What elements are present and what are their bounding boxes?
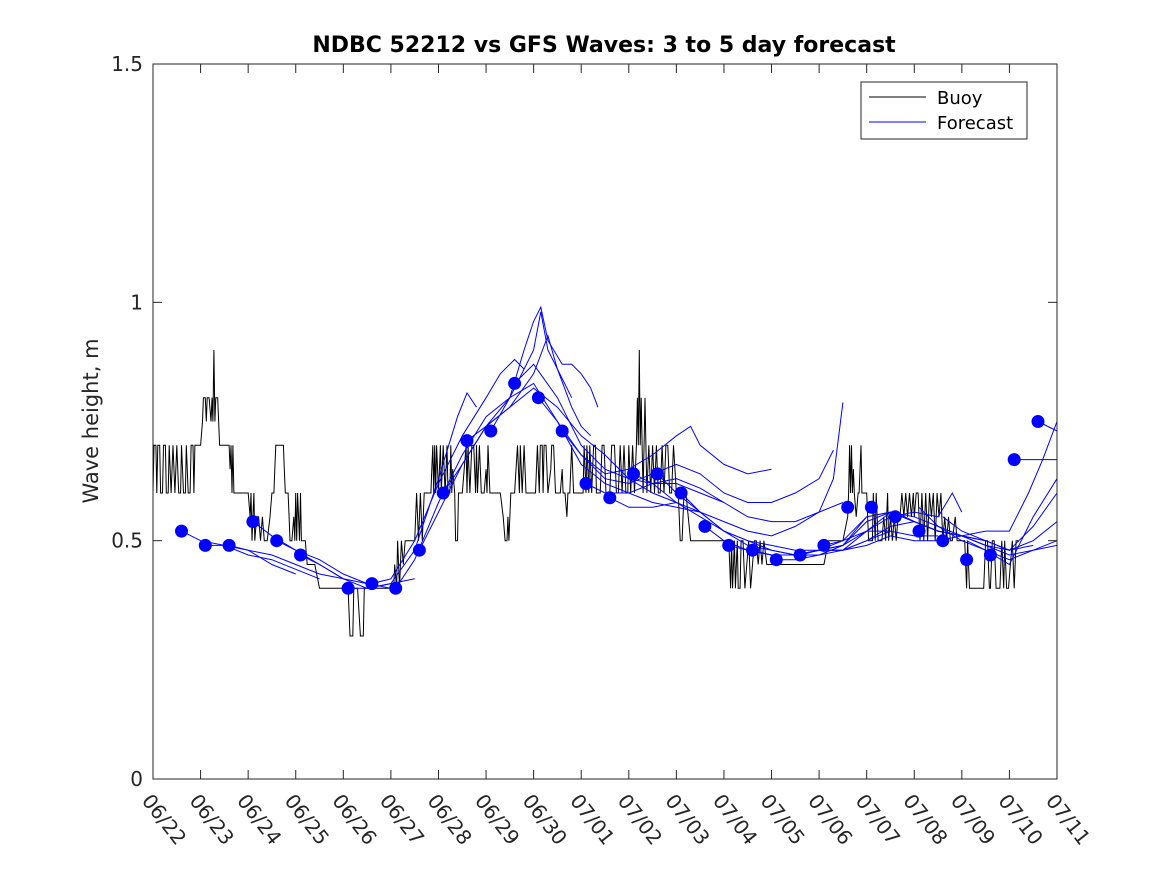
forecast-line bbox=[633, 473, 891, 551]
forecast-marker bbox=[222, 538, 236, 552]
forecast-line bbox=[418, 311, 573, 551]
y-tick-label: 1 bbox=[130, 290, 143, 314]
forecast-marker bbox=[555, 424, 569, 438]
forecast-marker bbox=[198, 538, 212, 552]
forecast-marker bbox=[389, 581, 403, 595]
forecast-marker bbox=[983, 548, 997, 562]
y-axis: 0 0.5 1 1.5 bbox=[111, 52, 1057, 791]
axes-box bbox=[152, 63, 1058, 780]
forecast-marker bbox=[674, 486, 688, 500]
y-axis-label: Wave height, m bbox=[79, 338, 103, 503]
forecast-line bbox=[561, 430, 834, 503]
forecast-marker bbox=[888, 510, 902, 524]
forecast-marker bbox=[603, 491, 617, 505]
forecast-marker bbox=[531, 391, 545, 405]
forecast-marker bbox=[698, 519, 712, 533]
forecast-marker bbox=[270, 534, 284, 548]
forecast-line bbox=[205, 544, 320, 580]
legend-buoy-label: Buoy bbox=[937, 88, 983, 109]
forecast-line bbox=[894, 511, 1058, 556]
forecast-marker bbox=[627, 467, 640, 481]
forecast-marker bbox=[1007, 453, 1021, 467]
forecast-line bbox=[371, 358, 525, 585]
forecast-line bbox=[609, 497, 844, 537]
legend-forecast-label: Forecast bbox=[937, 113, 1013, 134]
forecast-line bbox=[252, 521, 368, 585]
forecast-marker bbox=[175, 524, 188, 538]
forecast-marker bbox=[722, 538, 736, 552]
forecast-marker bbox=[912, 524, 926, 538]
forecast-marker bbox=[936, 534, 950, 548]
forecast-marker bbox=[341, 581, 355, 595]
forecast-line bbox=[680, 492, 939, 556]
forecast-marker bbox=[412, 543, 426, 557]
forecast-marker bbox=[460, 434, 474, 448]
legend: Buoy Forecast bbox=[860, 81, 1028, 140]
y-tick-label: 1.5 bbox=[111, 52, 143, 76]
forecast-series bbox=[181, 305, 1058, 589]
forecast-markers bbox=[175, 376, 1045, 595]
forecast-marker bbox=[746, 543, 759, 557]
y-tick-label: 0.5 bbox=[111, 529, 143, 553]
forecast-marker bbox=[484, 424, 498, 438]
forecast-marker bbox=[1031, 415, 1045, 428]
forecast-line bbox=[442, 334, 592, 494]
forecast-line bbox=[395, 305, 599, 589]
legend-box bbox=[860, 81, 1028, 140]
forecast-marker bbox=[365, 577, 379, 591]
forecast-marker bbox=[508, 376, 522, 390]
forecast-marker bbox=[579, 477, 593, 490]
forecast-marker bbox=[793, 548, 807, 562]
forecast-marker bbox=[650, 467, 664, 481]
plot-area bbox=[152, 305, 1058, 637]
forecast-marker bbox=[817, 538, 831, 552]
forecast-line bbox=[514, 363, 725, 503]
forecast-marker bbox=[436, 486, 450, 500]
forecast-marker bbox=[864, 500, 878, 514]
forecast-line bbox=[228, 544, 344, 580]
forecast-line bbox=[181, 530, 296, 575]
forecast-marker bbox=[960, 553, 974, 567]
forecast-marker bbox=[841, 500, 855, 514]
chart-title: NDBC 52212 vs GFS Waves: 3 to 5 day fore… bbox=[312, 33, 896, 58]
y-tick-label: 0 bbox=[130, 767, 143, 791]
forecast-marker bbox=[246, 515, 260, 529]
forecast-line bbox=[966, 540, 1058, 561]
forecast-line bbox=[942, 516, 1058, 551]
forecast-marker bbox=[769, 553, 783, 567]
forecast-marker bbox=[294, 548, 307, 562]
